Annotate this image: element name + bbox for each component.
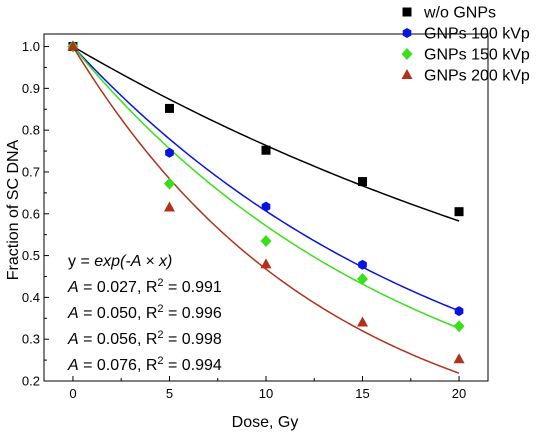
data-point (454, 207, 464, 217)
y-tick-label: 1.0 (22, 39, 40, 54)
fit-r2-value: = 0.994 (164, 357, 222, 374)
x-tick-label: 5 (166, 386, 173, 401)
fit-annotation: y = exp(-A × x) A = 0.027, R2 = 0.991 A … (67, 253, 222, 374)
fit-r2-value: = 0.996 (164, 305, 222, 322)
axes: 0 5 10 15 20 0.2 0.3 0.4 0.5 0.6 0.7 0.8 0.9 1.0 (22, 39, 466, 401)
fit-A-label: A (67, 279, 79, 296)
fit-A-value: = 0.056, R (79, 331, 158, 348)
y-tick-label: 0.5 (22, 248, 40, 263)
y-tick-label: 0.8 (22, 123, 40, 138)
data-point (454, 306, 464, 317)
y-tick-label: 0.3 (22, 332, 40, 347)
fit-r2-superscript: 2 (157, 303, 163, 315)
fit-r2-value: = 0.991 (164, 279, 222, 296)
y-tick-label: 0.6 (22, 206, 40, 221)
data-markers (67, 40, 465, 364)
data-point (357, 316, 369, 327)
data-point (260, 258, 272, 269)
equation-function: exp(-A × x) (94, 253, 172, 270)
fit-r2-value: = 0.998 (164, 331, 222, 348)
legend-marker (402, 7, 412, 17)
fit-curve (72, 46, 460, 329)
y-tick-label: 0.9 (22, 81, 40, 96)
data-point (260, 234, 272, 247)
data-point (165, 147, 174, 158)
legend-label: GNPs 200 kVp (424, 68, 530, 85)
legend-marker (401, 69, 413, 79)
fit-curve (72, 46, 460, 374)
fit-curve (72, 45, 460, 222)
fit-line-3: A = 0.076, R2 = 0.994 (67, 355, 222, 374)
y-tick-label: 0.4 (22, 290, 40, 305)
legend-label: w/o GNPs (423, 5, 496, 22)
data-point (164, 103, 174, 113)
y-tick-label: 0.2 (22, 374, 40, 389)
data-point (67, 40, 79, 51)
data-point (358, 177, 368, 187)
x-tick-label: 10 (259, 386, 273, 401)
fit-r2-superscript: 2 (157, 355, 163, 367)
fit-A-value: = 0.050, R (79, 305, 158, 322)
equation-text: y = exp(-A × x) (68, 253, 172, 270)
fit-A-value: = 0.076, R (79, 357, 158, 374)
y-axis-title: Fraction of SC DNA (5, 139, 22, 280)
data-point (163, 177, 175, 190)
x-tick-label: 0 (69, 386, 76, 401)
data-point (453, 353, 465, 364)
legend: w/o GNPs GNPs 100 kVp GNPs 150 kVp GNPs 200… (401, 5, 530, 85)
legend-label: GNPs 100 kVp (424, 26, 530, 43)
fit-line-1: A = 0.050, R2 = 0.996 (67, 303, 222, 322)
legend-marker (401, 48, 413, 60)
data-point (163, 201, 175, 212)
fit-A-label: A (67, 305, 79, 322)
legend-marker (402, 28, 412, 38)
y-tick-label: 0.7 (22, 164, 40, 179)
data-point (453, 320, 465, 333)
fit-r2-superscript: 2 (157, 329, 163, 341)
data-point (261, 145, 271, 155)
fit-A-label: A (67, 331, 79, 348)
fit-r2-superscript: 2 (157, 277, 163, 289)
data-point (358, 259, 367, 270)
x-tick-label: 20 (452, 386, 466, 401)
fit-curve (72, 46, 460, 312)
data-point (261, 201, 271, 212)
fit-line-2: A = 0.056, R2 = 0.998 (67, 329, 222, 348)
fit-line-0: A = 0.027, R2 = 0.991 (67, 277, 222, 296)
legend-label: GNPs 150 kVp (424, 47, 530, 64)
fit-A-value: = 0.027, R (79, 279, 158, 296)
x-tick-label: 15 (355, 386, 369, 401)
fit-A-label: A (67, 357, 79, 374)
equation-prefix: y = (68, 253, 94, 270)
data-point (357, 272, 369, 285)
x-axis-title: Dose, Gy (232, 414, 299, 431)
